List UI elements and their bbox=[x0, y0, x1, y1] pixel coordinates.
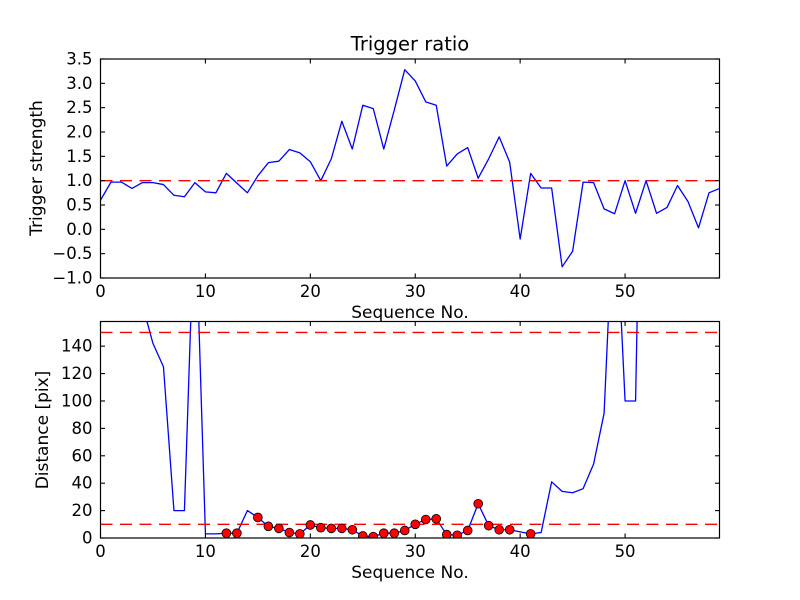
axes-0-xtick-label-20: 20 bbox=[300, 282, 321, 301]
axes-1-ytick-label-120: 120 bbox=[61, 364, 93, 383]
axes-1-xtick-label-30: 30 bbox=[405, 542, 426, 561]
axes-1-ytick-label-60: 60 bbox=[72, 446, 93, 465]
axes-1-ytick-label-140: 140 bbox=[61, 337, 93, 356]
axes-0: 0 10 20 30 40 50 −1.0 −0.5 0.0 0.5 1.0 1.5 2.0 2.5 3.0… bbox=[52, 50, 721, 301]
axes-1-marker-24 bbox=[347, 524, 358, 535]
axes-1-ytick-label-20: 20 bbox=[72, 501, 93, 520]
axes-1-marker-17 bbox=[274, 523, 284, 534]
top-chart-ylabel: Trigger strength bbox=[27, 100, 47, 236]
axes-1-marker-13 bbox=[232, 528, 242, 538]
axes-0-frame bbox=[99, 58, 721, 279]
axes-1-ytick-label-100: 100 bbox=[61, 391, 93, 410]
axes-1-series-line bbox=[146, 321, 638, 538]
axes-1-marker-28 bbox=[389, 528, 400, 538]
axes-0-ytick-label-0: 0.0 bbox=[66, 220, 92, 239]
axes-1-ytick-label-0: 0 bbox=[82, 529, 93, 548]
axes-1-marker-27 bbox=[378, 528, 389, 538]
axes-1-marker-29 bbox=[399, 525, 410, 536]
axes-1-frame bbox=[99, 320, 721, 539]
axes-1-xtick-label-50: 50 bbox=[615, 542, 636, 561]
axes-0-xtick-label-30: 30 bbox=[405, 282, 426, 301]
axes-0-ytick-label-3: 3.0 bbox=[66, 74, 92, 93]
axes-1-marker-35 bbox=[462, 525, 473, 536]
axes-1-marker-23 bbox=[337, 523, 347, 534]
axes-1: 0 10 20 30 40 50 0 20 40 60 80 100 120 140 bbox=[61, 320, 721, 561]
axes-0-xtick-label-50: 50 bbox=[615, 282, 636, 301]
axes-1-marker-12 bbox=[221, 528, 232, 538]
axes-1-marker-26 bbox=[368, 531, 379, 538]
axes-1-marker-20 bbox=[305, 520, 316, 530]
axes-1-marker-15 bbox=[253, 512, 263, 523]
axes-1-marker-39 bbox=[504, 524, 515, 535]
axes-1-marker-32 bbox=[431, 514, 442, 524]
axes-1-marker-22 bbox=[326, 523, 337, 534]
axes-1-ytick-label-40: 40 bbox=[72, 474, 93, 493]
axes-0-ytick-label-1.5: 1.5 bbox=[66, 147, 92, 166]
bottom-chart-ylabel: Distance [pix] bbox=[33, 370, 53, 490]
axes-0-ytick-label-2.5: 2.5 bbox=[66, 98, 92, 117]
axes-1-xtick-label-10: 10 bbox=[195, 542, 216, 561]
axes-1-ytick-label-80: 80 bbox=[72, 419, 93, 438]
axes-1-marker-30 bbox=[410, 519, 421, 530]
axes-1-marker-38 bbox=[494, 524, 504, 535]
axes-0-xtick-label-0: 0 bbox=[95, 282, 106, 301]
axes-1-background bbox=[100, 321, 720, 538]
axes-1-marker-18 bbox=[284, 527, 295, 538]
axes-1-xtick-label-40: 40 bbox=[510, 542, 531, 561]
axes-1-marker-19 bbox=[295, 529, 305, 538]
bottom-chart-xlabel: Sequence No. bbox=[351, 563, 469, 583]
axes-0-ytick-label--1: −1.0 bbox=[52, 269, 92, 288]
axes-1-marker-31 bbox=[420, 514, 431, 525]
axes-0-ytick-label-0.5: 0.5 bbox=[66, 196, 92, 215]
axes-0-xtick-label-40: 40 bbox=[510, 282, 531, 301]
top-chart-xlabel: Sequence No. bbox=[351, 303, 469, 323]
axes-0-xtick-label-10: 10 bbox=[195, 282, 216, 301]
axes-1-marker-37 bbox=[483, 520, 494, 531]
axes-1-marker-16 bbox=[263, 521, 274, 532]
axes-0-series-line bbox=[100, 69, 720, 268]
axes-0-ytick-label-1: 1.0 bbox=[66, 171, 92, 190]
axes-1-marker-25 bbox=[357, 531, 368, 538]
axes-1-marker-21 bbox=[316, 522, 326, 533]
axes-1-marker-33 bbox=[441, 529, 452, 538]
axes-1-marker-34 bbox=[452, 530, 463, 538]
axes-0-ytick-label--0.5: −0.5 bbox=[52, 244, 92, 263]
top-chart-title: Trigger ratio bbox=[350, 32, 470, 56]
axes-0-ytick-label-2: 2.0 bbox=[66, 123, 92, 142]
axes-1-marker-36 bbox=[473, 498, 483, 509]
axes-1-xtick-label-20: 20 bbox=[300, 542, 321, 561]
axes-1-marker-41 bbox=[525, 529, 536, 538]
axes-1-xtick-label-0: 0 bbox=[95, 542, 106, 561]
axes-0-ytick-label-3.5: 3.5 bbox=[66, 50, 92, 69]
axes-0-background bbox=[100, 59, 720, 278]
